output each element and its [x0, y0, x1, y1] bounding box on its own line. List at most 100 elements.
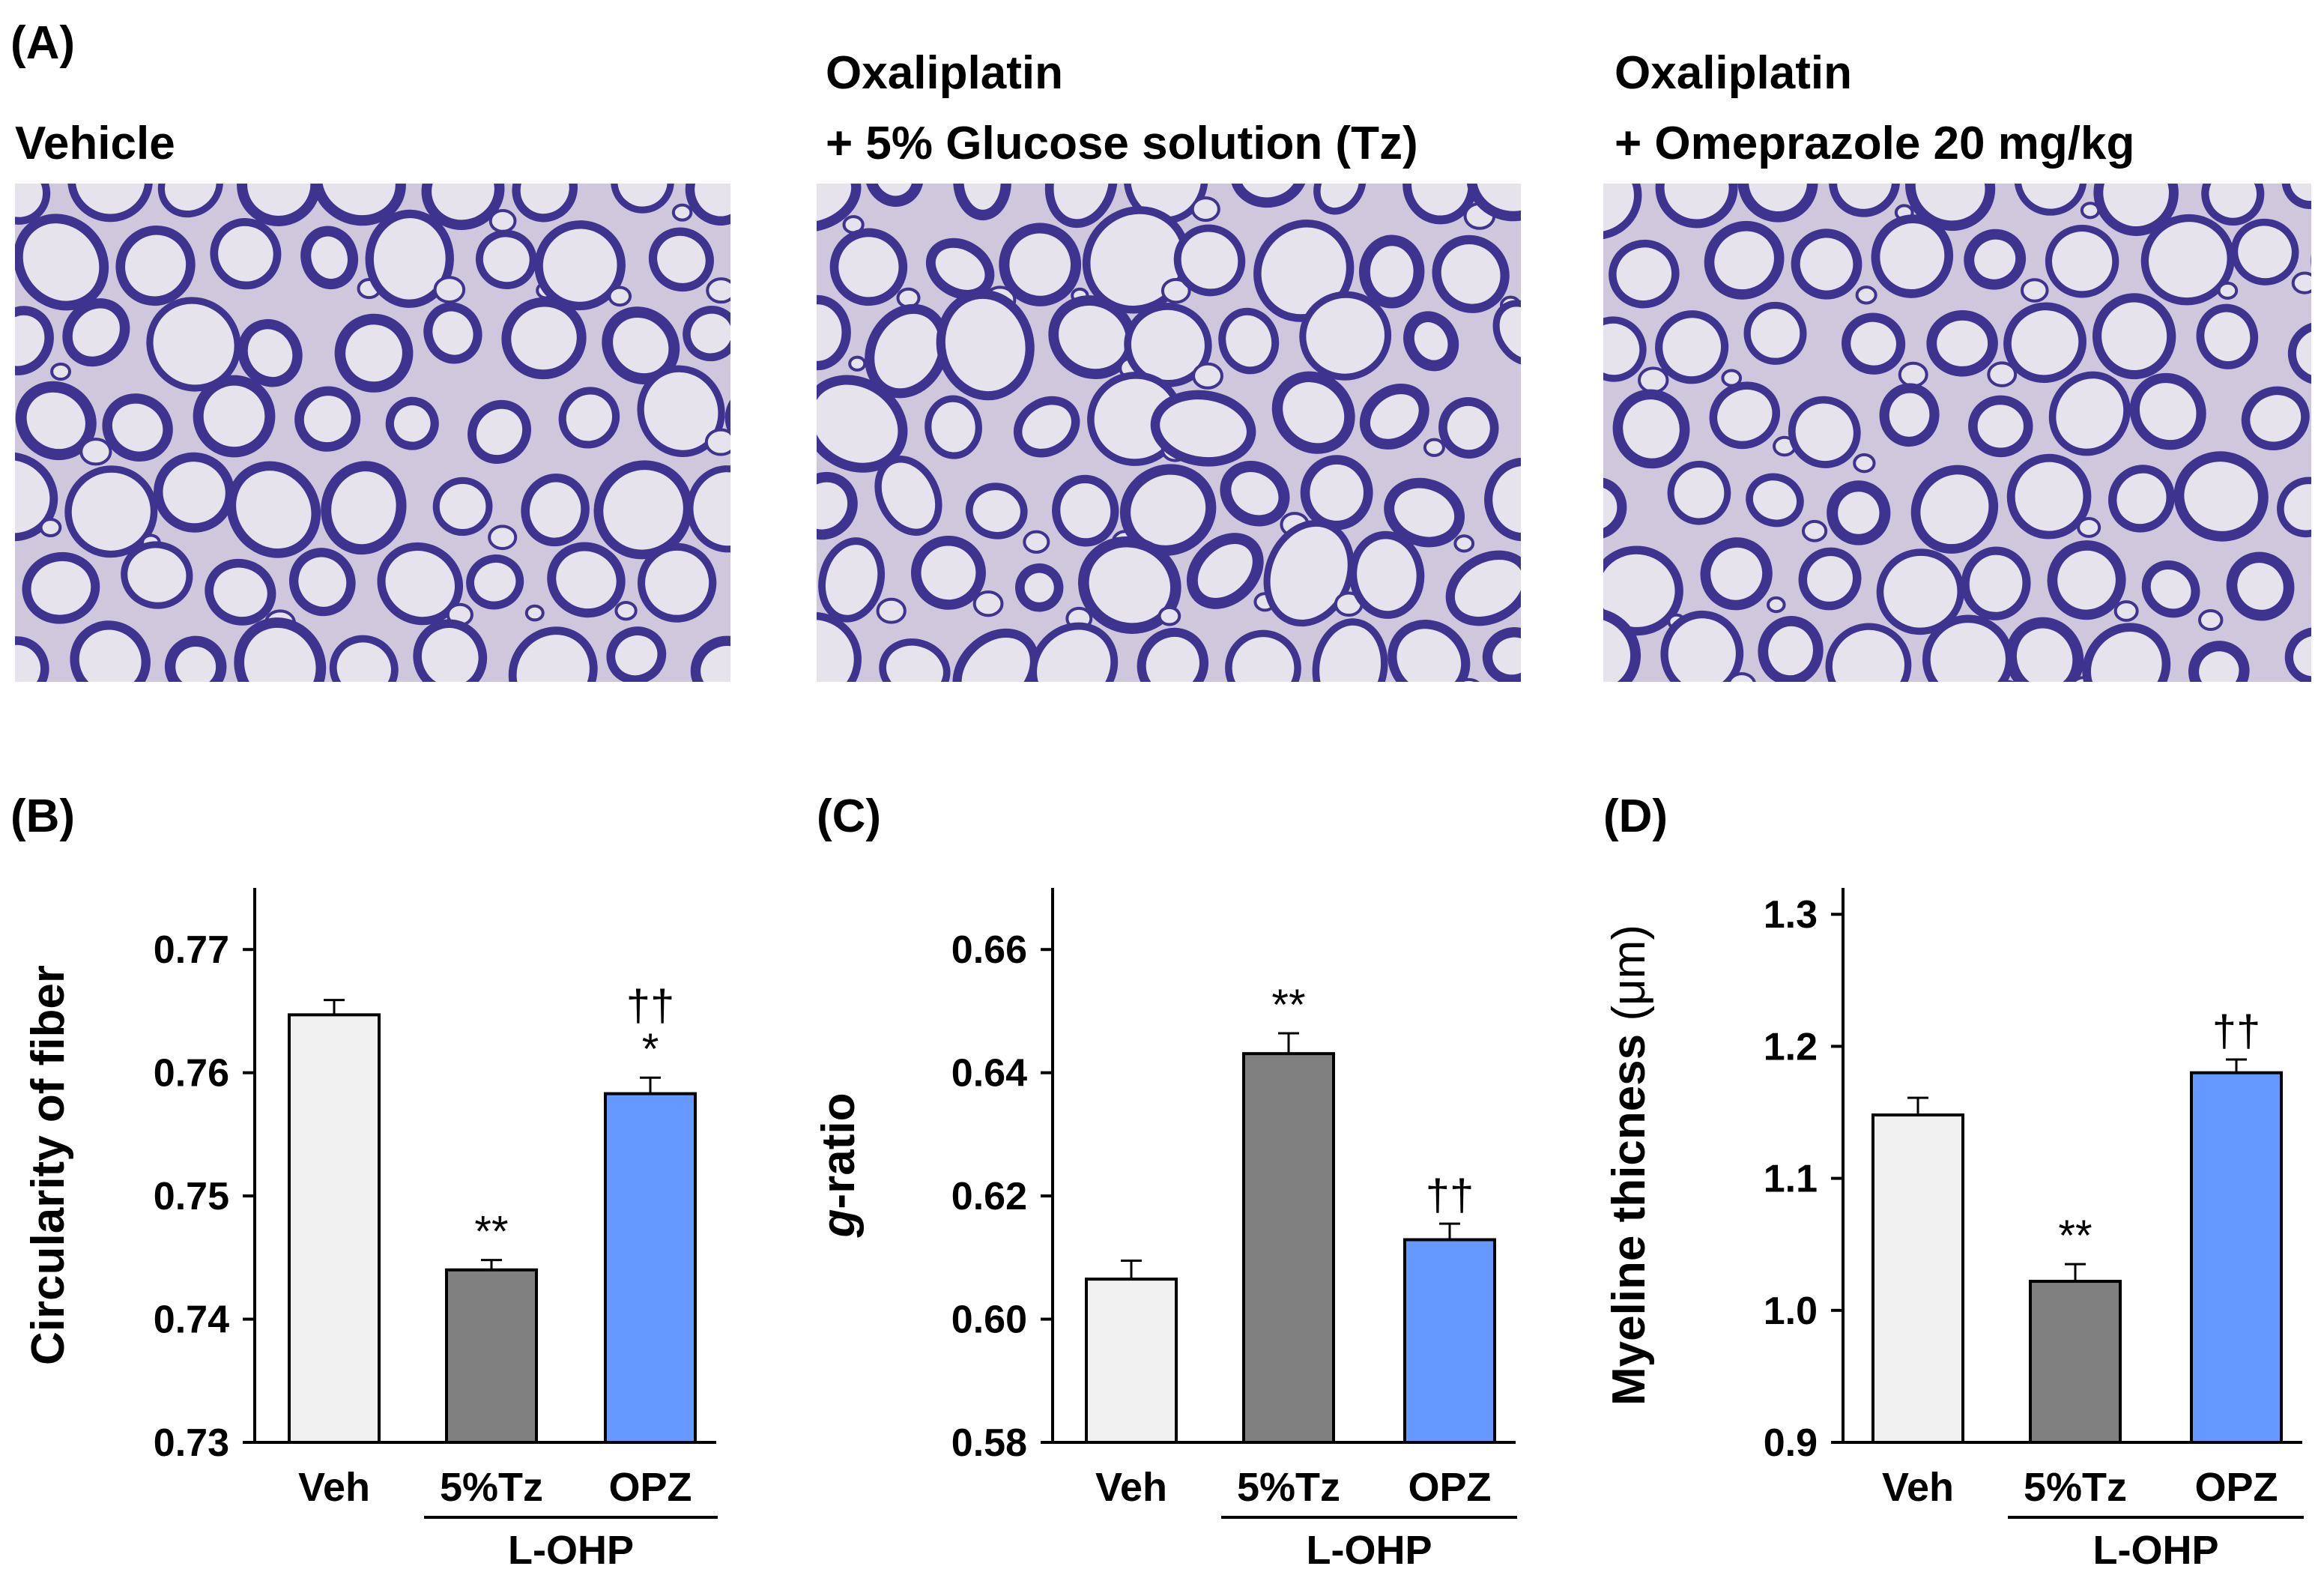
nerve-fiber — [1842, 312, 1906, 375]
nerve-fiber — [1603, 316, 1647, 382]
small-fiber — [756, 692, 774, 707]
nerve-fiber — [1482, 627, 1521, 682]
y-tick-label: 1.2 — [1764, 1025, 1818, 1068]
nerve-fiber — [1791, 229, 1862, 300]
nerve-fiber — [547, 542, 626, 618]
y-tick-label: 0.9 — [1764, 1421, 1818, 1465]
nerve-fiber — [1829, 184, 1901, 217]
nerve-fiber — [611, 184, 674, 214]
nerve-fiber — [2173, 451, 2269, 542]
nerve-fiber — [2287, 321, 2311, 385]
nerve-fiber — [432, 477, 493, 536]
nerve-fiber — [67, 184, 154, 223]
nerve-fiber — [637, 365, 725, 458]
nerve-fiber — [157, 184, 223, 218]
nerve-fiber — [925, 238, 995, 300]
nerve-fiber — [1013, 396, 1080, 458]
small-fiber — [1190, 196, 1220, 223]
small-fiber — [1638, 366, 1669, 394]
nerve-fiber — [1218, 307, 1280, 375]
nerve-fiber — [2241, 386, 2310, 451]
nerve-fiber — [1964, 229, 2027, 290]
nerve-fiber — [1229, 184, 1308, 208]
nerve-fiber — [2201, 184, 2265, 226]
small-fiber — [614, 600, 638, 621]
nerve-fiber — [1737, 184, 1818, 223]
small-fiber — [308, 686, 333, 707]
nerve-fiber — [1709, 381, 1781, 450]
nerve-fiber — [1349, 530, 1425, 619]
small-fiber — [228, 691, 243, 704]
nerve-fiber — [1137, 627, 1209, 682]
nerve-fiber — [1961, 546, 2031, 620]
small-fiber — [2113, 600, 2139, 622]
bar-5tz — [1242, 1052, 1335, 1444]
small-fiber — [1553, 355, 1574, 373]
nerve-fiber — [818, 537, 886, 623]
y-tick-label: 1.1 — [1764, 1158, 1818, 1201]
small-fiber — [758, 532, 776, 548]
nerve-fiber — [2129, 372, 2206, 450]
nerve-fiber — [593, 460, 693, 560]
small-fiber — [706, 277, 730, 304]
nerve-fiber — [2047, 540, 2126, 620]
y-tick-label: 0.60 — [951, 1299, 1027, 1342]
small-fiber — [1192, 362, 1223, 390]
nerve-fiber — [1871, 214, 1954, 298]
y-tick-label: 0.77 — [154, 928, 229, 972]
nerve-fiber — [467, 399, 531, 465]
nerve-fiber — [683, 306, 730, 362]
nerve-fiber — [1312, 618, 1388, 682]
small-fiber — [433, 276, 466, 304]
nerve-fiber — [817, 611, 862, 682]
nerve-fiber — [1384, 477, 1465, 548]
nerve-fiber — [1359, 235, 1425, 309]
nerve-fiber — [558, 387, 620, 449]
nerve-fiber — [501, 297, 587, 380]
small-fiber — [1853, 453, 1876, 474]
micrograph-vehicle — [15, 184, 776, 710]
nerve-fiber — [1603, 608, 1641, 682]
nerve-fiber — [1612, 389, 1690, 469]
small-fiber — [946, 694, 963, 709]
nerve-fiber — [146, 297, 241, 392]
image-title-tz-line1: Oxaliplatin — [826, 47, 1063, 99]
nerve-fiber — [2108, 465, 2175, 533]
nerve-fiber — [1704, 220, 1785, 300]
small-fiber — [608, 285, 632, 307]
nerve-fiber — [2014, 184, 2087, 216]
nerve-fiber — [423, 302, 482, 364]
y-axis-label: g-ratio — [813, 1093, 865, 1239]
small-fiber — [45, 690, 69, 710]
small-fiber — [1161, 277, 1191, 304]
nerve-fiber — [2006, 453, 2092, 539]
nerve-fiber — [817, 294, 851, 371]
small-fiber — [2155, 689, 2177, 708]
y-axis-label-part: (μm) — [1603, 925, 1655, 1034]
nerve-fiber — [70, 620, 151, 682]
panel-label: (C) — [817, 790, 881, 842]
significance-marker: †† — [1426, 1171, 1474, 1220]
group-label: L-OHP — [1307, 1528, 1432, 1573]
y-axis-label-part: g — [813, 1209, 865, 1239]
nerve-fiber — [1299, 291, 1392, 381]
nerve-fiber — [102, 393, 173, 462]
nerve-fiber — [1700, 537, 1773, 611]
nerve-fiber — [1603, 184, 1642, 241]
nerve-fiber — [606, 626, 667, 682]
small-fiber — [2217, 281, 2239, 300]
panel-a-label: (A) — [10, 17, 75, 69]
small-fiber — [1453, 534, 1475, 553]
nerve-fiber — [15, 184, 51, 225]
nerve-fiber — [413, 619, 488, 682]
nerve-fiber — [1029, 622, 1119, 682]
y-tick-label: 0.76 — [154, 1052, 229, 1095]
nerve-fiber — [534, 220, 626, 311]
nerve-fiber — [226, 461, 321, 558]
small-fiber — [1855, 285, 1877, 305]
nerve-fiber — [2082, 623, 2171, 682]
small-fiber — [1728, 672, 1756, 682]
nerve-fiber — [385, 396, 439, 450]
small-fiber — [1104, 689, 1124, 707]
nerve-fiber — [164, 635, 227, 682]
